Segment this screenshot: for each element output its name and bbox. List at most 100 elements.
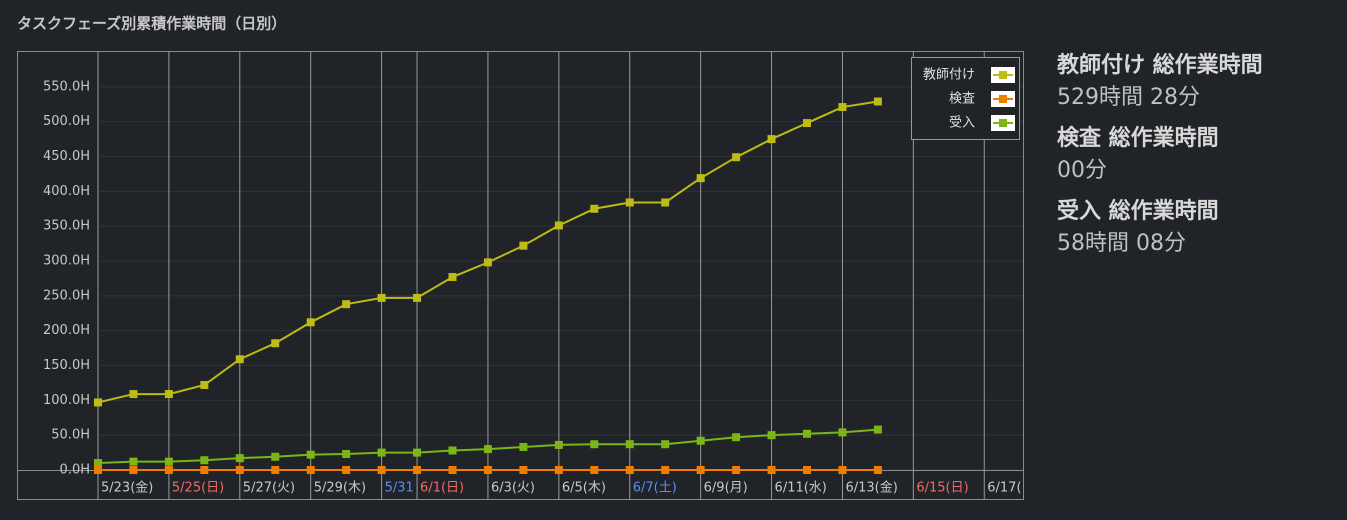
point (696, 174, 705, 183)
point (94, 398, 102, 407)
point (483, 258, 492, 267)
x-tick-label: 6/7(土) (633, 481, 677, 496)
legend-icon-point (999, 71, 1007, 79)
summary-title: 教師付け 総作業時間 (1057, 52, 1263, 78)
y-tick-label: 100.0H (43, 393, 90, 408)
x-tick-label: 6/15(日) (916, 481, 968, 496)
point (483, 466, 492, 474)
point (200, 456, 209, 465)
x-tick-label: 6/13(金) (845, 480, 897, 496)
point (235, 454, 244, 463)
point (873, 466, 882, 474)
point (448, 466, 457, 474)
point (448, 446, 457, 455)
y-tick-label: 400.0H (43, 184, 90, 199)
point (554, 466, 563, 474)
legend-label: 教師付け (923, 67, 975, 83)
x-tick-label: 6/11(水) (775, 481, 827, 496)
y-tick-label: 450.0H (43, 149, 90, 164)
point (413, 293, 422, 302)
x-tick-label: 6/9(月) (704, 481, 748, 496)
x-tick-label: 5/27(火) (243, 481, 295, 496)
y-tick-label: 550.0H (43, 79, 90, 94)
point (803, 429, 811, 438)
point (306, 318, 315, 327)
point (271, 466, 280, 474)
point (519, 466, 528, 474)
y-tick-label: 350.0H (43, 219, 90, 234)
point (200, 381, 209, 390)
point (554, 221, 563, 230)
point (306, 466, 315, 474)
point (519, 241, 528, 250)
plot: 5/23(金) 5/25(日) 5/27(火) 5/29(木) 5/31 6/1(日) 6/… (17, 51, 1024, 500)
point (661, 466, 670, 474)
point (413, 466, 422, 474)
point (661, 198, 670, 207)
point (129, 466, 138, 474)
point (164, 457, 173, 466)
y-tick-label: 50.0H (51, 428, 90, 443)
y-tick-label: 500.0H (43, 114, 90, 129)
point (590, 466, 599, 474)
y-tick-label: 250.0H (43, 288, 90, 303)
point (164, 466, 173, 474)
chart-title: タスクフェーズ別累積作業時間（日別） (17, 15, 286, 33)
point (554, 440, 563, 449)
point (342, 449, 351, 458)
x-tick-label: 6/1(日) (420, 481, 464, 496)
plot-frame (17, 51, 1024, 500)
point (767, 466, 776, 474)
legend-label: 受入 (949, 116, 975, 131)
x-tick-label: 5/31 (385, 481, 414, 496)
x-tick-label: 5/29(木) (314, 481, 366, 496)
x-tick-label: 6/3(火) (491, 481, 535, 496)
y-tick-label: 0.0H (60, 463, 90, 478)
point (271, 452, 280, 461)
point (803, 119, 811, 128)
point (625, 198, 634, 207)
point (625, 440, 634, 449)
point (377, 293, 386, 302)
y-tick-label: 150.0H (43, 358, 90, 373)
legend-icon-point (999, 95, 1007, 103)
point (803, 466, 811, 474)
point (873, 97, 882, 106)
point (377, 466, 386, 474)
summary-value: 529時間 28分 (1057, 85, 1200, 110)
point (767, 135, 776, 144)
point (94, 466, 102, 474)
point (94, 459, 102, 468)
point (271, 339, 280, 348)
x-tick-label: 5/23(金) (101, 480, 153, 496)
point (200, 466, 209, 474)
point (732, 433, 741, 442)
point (838, 466, 847, 474)
point (732, 153, 741, 162)
point (661, 440, 670, 449)
point (767, 431, 776, 440)
x-tick-label: 5/25(日) (172, 481, 224, 496)
point (483, 445, 492, 454)
legend-icon-point (999, 119, 1007, 127)
y-tick-label: 200.0H (43, 323, 90, 338)
point (732, 466, 741, 474)
legend-label: 検査 (949, 92, 975, 107)
point (342, 466, 351, 474)
x-tick-label: 6/5(木) (562, 481, 606, 496)
point (129, 390, 138, 399)
summary-title: 受入 総作業時間 (1057, 198, 1219, 224)
y-tick-label: 300.0H (43, 254, 90, 269)
point (696, 466, 705, 474)
summary-value: 00分 (1057, 158, 1107, 183)
point (696, 436, 705, 445)
point (838, 103, 847, 112)
point (377, 448, 386, 457)
point (164, 390, 173, 399)
point (590, 440, 599, 449)
point (448, 273, 457, 282)
point (235, 466, 244, 474)
